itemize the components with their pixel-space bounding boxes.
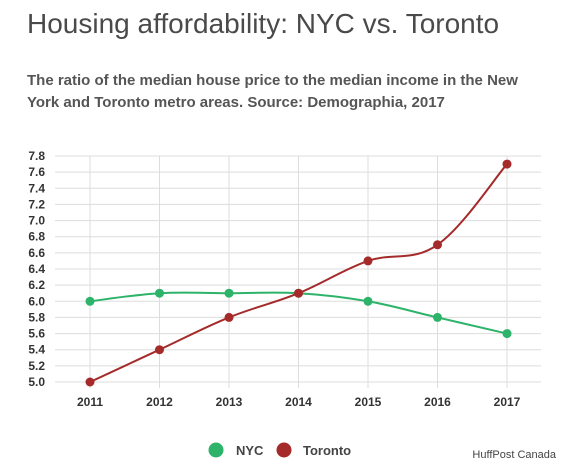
y-tick-label: 6.0 [28, 294, 45, 308]
y-tick-label: 6.2 [28, 278, 45, 292]
x-axis-ticks: 2011 2012 2013 2014 2015 2016 2017 [77, 395, 521, 409]
data-point-toronto [85, 377, 95, 387]
data-point-toronto [224, 312, 234, 322]
y-tick-label: 7.0 [28, 214, 45, 228]
y-tick-label: 7.2 [28, 197, 45, 211]
data-point-nyc [502, 329, 512, 339]
legend-marker-toronto [276, 442, 292, 458]
series-group [85, 159, 512, 387]
y-tick-label: 7.6 [28, 165, 45, 179]
x-tick-label: 2011 [77, 395, 103, 409]
legend-label-toronto: Toronto [303, 443, 351, 458]
y-axis-ticks: 5.0 5.2 5.4 5.6 5.8 6.0 6.2 6.4 6.6 6.8 7.0 7.2 7.4 7… [28, 149, 45, 389]
legend: NYC Toronto [208, 442, 351, 458]
grid-lines [55, 155, 541, 388]
legend-label-nyc: NYC [236, 443, 264, 458]
y-tick-label: 5.0 [28, 375, 45, 389]
y-tick-label: 7.4 [28, 181, 45, 195]
x-tick-label: 2016 [424, 395, 451, 409]
data-point-nyc [363, 296, 373, 306]
y-tick-label: 5.4 [28, 343, 45, 357]
y-tick-label: 6.4 [28, 262, 45, 276]
data-point-nyc [85, 296, 95, 306]
data-point-nyc [433, 312, 442, 322]
x-tick-label: 2014 [285, 395, 312, 409]
data-point-toronto [294, 288, 303, 298]
data-point-toronto [433, 240, 442, 250]
chart-title: Housing affordability: NYC vs. Toronto [27, 8, 500, 39]
y-tick-label: 5.6 [28, 327, 45, 341]
chart-subtitle: The ratio of the median house price to t… [27, 72, 518, 111]
y-tick-label: 5.8 [28, 310, 45, 324]
data-point-toronto [502, 159, 512, 169]
y-tick-label: 7.8 [28, 149, 45, 163]
x-tick-label: 2017 [494, 395, 521, 409]
data-point-nyc [155, 288, 164, 298]
y-tick-label: 6.6 [28, 246, 45, 260]
x-tick-label: 2015 [355, 395, 382, 409]
data-point-toronto [363, 256, 373, 266]
x-tick-label: 2013 [216, 395, 243, 409]
data-point-toronto [155, 345, 164, 355]
credit-text: HuffPost Canada [472, 449, 556, 461]
y-tick-label: 6.8 [28, 230, 45, 244]
data-point-nyc [224, 288, 234, 298]
legend-marker-nyc [208, 442, 224, 458]
y-tick-label: 5.2 [28, 359, 45, 373]
x-tick-label: 2012 [146, 395, 173, 409]
